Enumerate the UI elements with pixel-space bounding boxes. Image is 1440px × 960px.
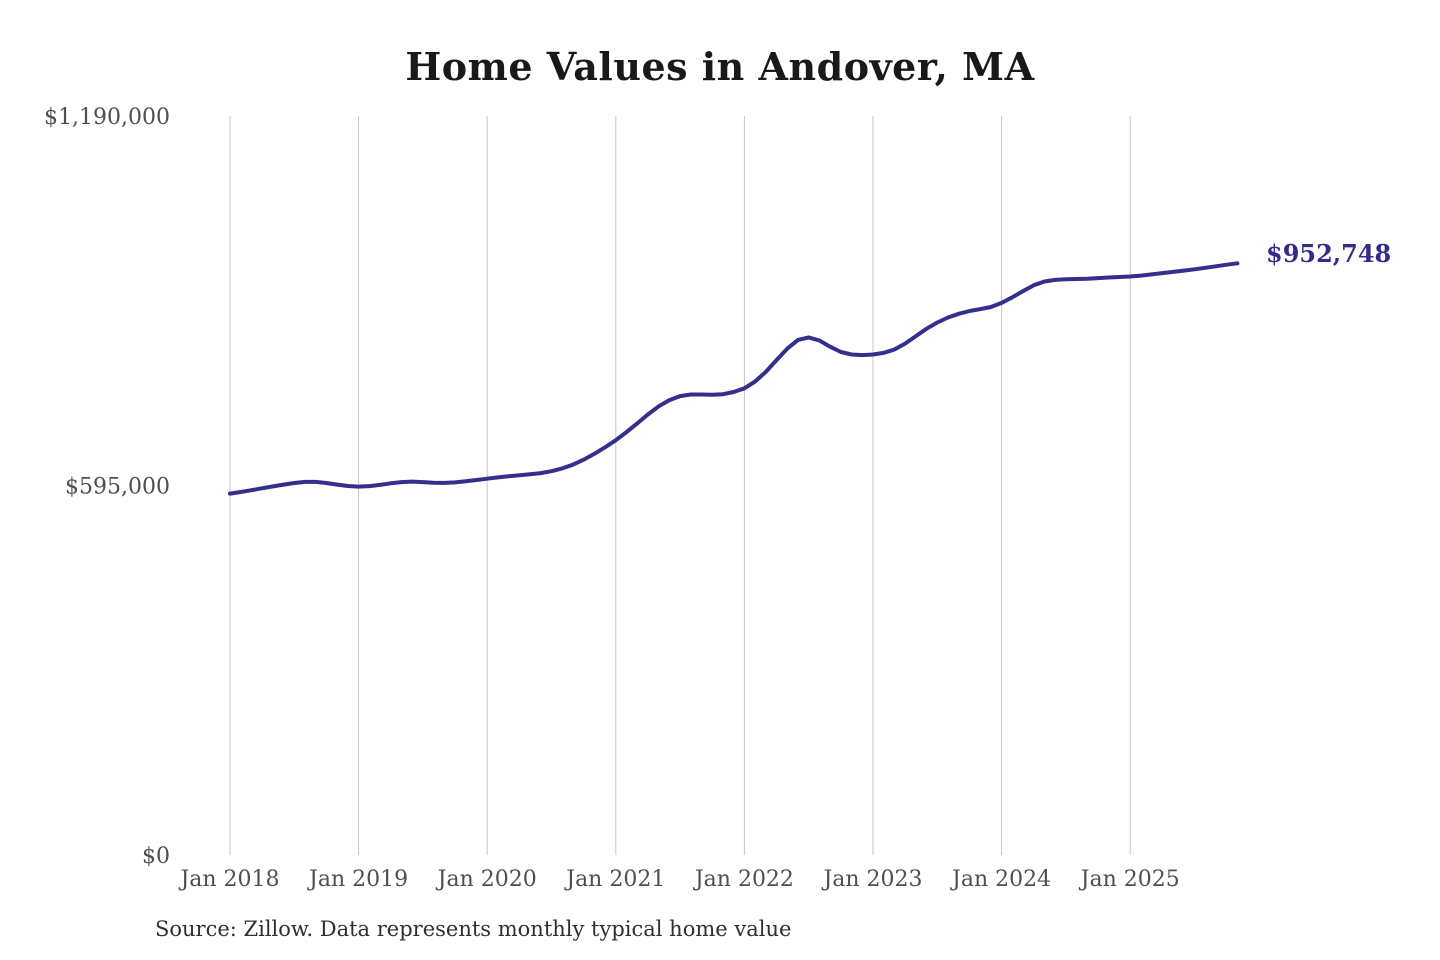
latest-value-label: $952,748 <box>1266 239 1391 268</box>
x-tick-label: Jan 2018 <box>178 867 279 892</box>
home-value-line <box>228 261 1240 496</box>
y-tick-label: $1,190,000 <box>44 105 170 130</box>
x-tick-label: Jan 2022 <box>693 867 794 892</box>
y-tick-label: $595,000 <box>65 475 170 500</box>
x-tick-label: Jan 2025 <box>1079 867 1180 892</box>
x-tick-label: Jan 2021 <box>564 867 665 892</box>
x-tick-label: Jan 2023 <box>821 867 922 892</box>
y-tick-label: $0 <box>142 844 170 869</box>
x-tick-label: Jan 2020 <box>436 867 537 892</box>
y-axis-tick-labels: $0 $595,000 $1,190,000 <box>44 105 170 869</box>
x-tick-label: Jan 2024 <box>950 867 1051 892</box>
x-axis-tick-labels: Jan 2018 Jan 2019 Jan 2020 Jan 2021 Jan 2022… <box>178 867 1179 892</box>
source-note: Source: Zillow. Data represents monthly … <box>155 917 792 941</box>
x-tick-label: Jan 2019 <box>307 867 408 892</box>
chart-title: Home Values in Andover, MA <box>405 44 1035 89</box>
